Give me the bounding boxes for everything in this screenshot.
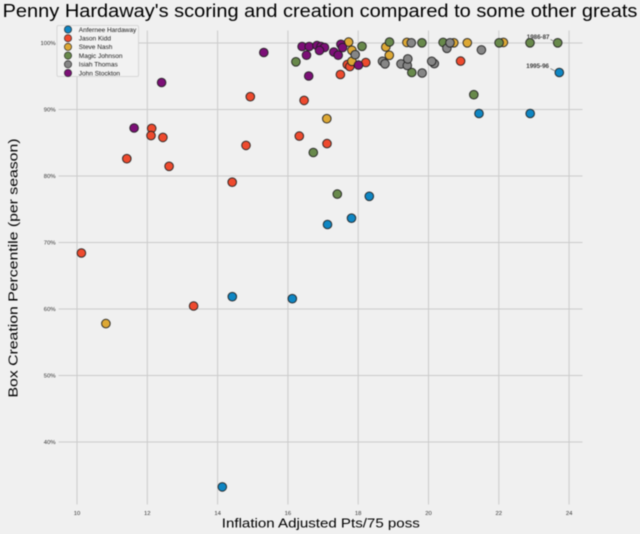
svg-text:Penny Hardaway's scoring and c: Penny Hardaway's scoring and creation co… [3, 0, 638, 21]
svg-text:22: 22 [496, 511, 503, 517]
svg-text:Magic Johnson: Magic Johnson [79, 53, 123, 60]
svg-text:24: 24 [566, 511, 573, 517]
svg-text:Steve Nash: Steve Nash [79, 44, 113, 51]
svg-text:14: 14 [214, 511, 221, 517]
svg-text:12: 12 [144, 511, 151, 517]
svg-text:10: 10 [74, 511, 81, 517]
svg-text:20: 20 [425, 511, 432, 517]
svg-text:100%: 100% [41, 41, 57, 47]
svg-text:18: 18 [355, 511, 362, 517]
svg-text:Anfernee Hardaway: Anfernee Hardaway [79, 27, 137, 34]
svg-text:Inflation Adjusted Pts/75 poss: Inflation Adjusted Pts/75 poss [222, 516, 421, 531]
svg-text:1986-87: 1986-87 [527, 34, 550, 41]
svg-text:John Stockton: John Stockton [79, 70, 121, 77]
svg-text:16: 16 [285, 511, 292, 517]
svg-text:90%: 90% [44, 107, 57, 113]
svg-text:Jason Kidd: Jason Kidd [79, 36, 112, 43]
svg-text:Box Creation Percentile (per s: Box Creation Percentile (per season) [6, 139, 21, 398]
svg-text:70%: 70% [44, 240, 57, 246]
svg-text:80%: 80% [44, 174, 57, 180]
svg-text:Isiah Thomas: Isiah Thomas [79, 62, 119, 69]
svg-text:50%: 50% [44, 373, 57, 379]
svg-text:40%: 40% [44, 440, 57, 446]
svg-text:60%: 60% [44, 307, 57, 313]
svg-text:1995-96: 1995-96 [526, 63, 549, 70]
